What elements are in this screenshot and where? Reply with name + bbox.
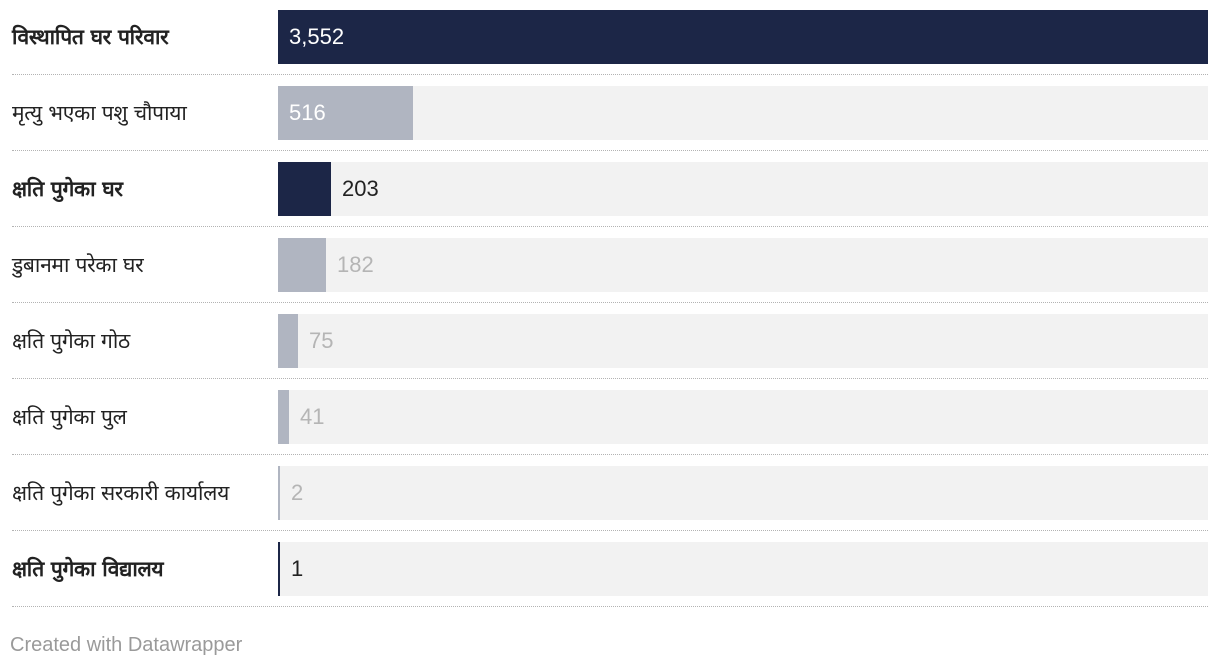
bar-track: 2: [278, 466, 1208, 520]
row-divider: [12, 302, 1208, 303]
category-label: क्षति पुगेका पुल: [12, 405, 127, 429]
bar-track: 182: [278, 238, 1208, 292]
bar: [278, 10, 1208, 64]
bar-row: क्षति पुगेका विद्यालय 1: [12, 542, 1208, 618]
datawrapper-credit[interactable]: Created with Datawrapper: [10, 634, 243, 656]
row-divider: [12, 150, 1208, 151]
bar-track: 203: [278, 162, 1208, 216]
row-divider: [12, 378, 1208, 379]
value-label: 41: [300, 404, 325, 429]
value-label: 2: [291, 480, 304, 505]
bar-track: 75: [278, 314, 1208, 368]
bar: [278, 86, 413, 140]
value-label: 203: [342, 176, 379, 201]
bar: [278, 466, 280, 520]
bar: [278, 238, 326, 292]
value-label: 1: [291, 556, 304, 581]
bar-row: क्षति पुगेका घर 203: [12, 162, 1208, 238]
value-label: 75: [309, 328, 334, 353]
bar: [278, 542, 280, 596]
bar-row: मृत्यु भएका पशु चौपाया 516: [12, 86, 1208, 162]
category-label: क्षति पुगेका विद्यालय: [12, 557, 164, 581]
row-divider: [12, 226, 1208, 227]
bar-track: 3,552: [278, 10, 1208, 64]
category-label: क्षति पुगेका घर: [12, 177, 123, 201]
bar: [278, 314, 298, 368]
value-label: 3,552: [289, 24, 345, 49]
bar-row: क्षति पुगेका गोठ 75: [12, 314, 1208, 390]
horizontal-bar-chart: विस्थापित घर परिवार 3,552 मृत्यु भएका पशु …: [12, 10, 1208, 618]
row-divider: [12, 454, 1208, 455]
value-label: 182: [337, 252, 374, 277]
bar-row: डुबानमा परेका घर 182: [12, 238, 1208, 314]
category-label: डुबानमा परेका घर: [12, 253, 144, 277]
category-label: क्षति पुगेका सरकारी कार्यालय: [12, 481, 229, 505]
row-divider: [12, 606, 1208, 607]
bar-track: 41: [278, 390, 1208, 444]
bar-row: क्षति पुगेका पुल 41: [12, 390, 1208, 466]
value-label: 516: [289, 100, 326, 125]
bar-row: विस्थापित घर परिवार 3,552: [12, 10, 1208, 86]
category-label: क्षति पुगेका गोठ: [12, 329, 130, 353]
bar-track: 1: [278, 542, 1208, 596]
row-divider: [12, 530, 1208, 531]
row-divider: [12, 74, 1208, 75]
category-label: मृत्यु भएका पशु चौपाया: [12, 101, 187, 125]
bar-row: क्षति पुगेका सरकारी कार्यालय 2: [12, 466, 1208, 542]
category-label: विस्थापित घर परिवार: [12, 25, 169, 49]
bar-track: 516: [278, 86, 1208, 140]
bar: [278, 162, 331, 216]
bar: [278, 390, 289, 444]
